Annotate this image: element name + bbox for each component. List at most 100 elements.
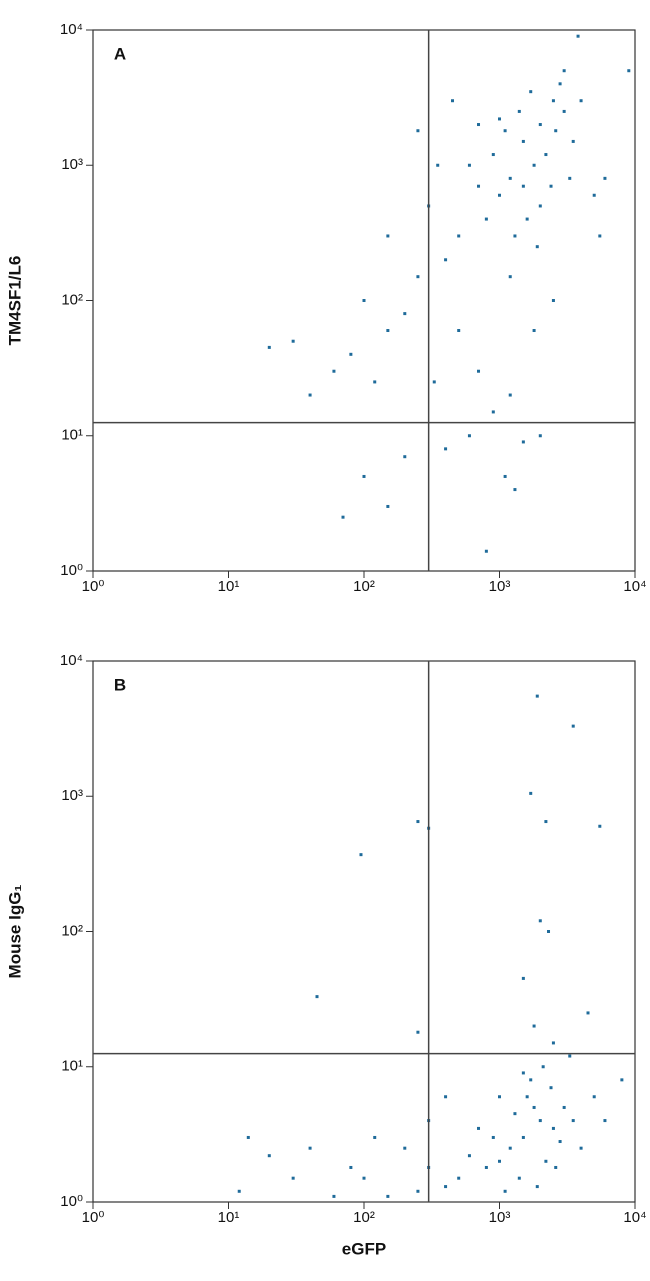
dot	[457, 329, 461, 333]
y-tick-label: 10²	[61, 922, 83, 939]
dot	[416, 129, 420, 133]
dot	[403, 1146, 407, 1150]
dot	[246, 1135, 250, 1139]
dot	[508, 393, 512, 397]
dot	[386, 1194, 390, 1198]
dot	[386, 504, 390, 508]
dot	[477, 1126, 481, 1130]
dot	[403, 312, 407, 316]
y-tick-label: 10⁴	[60, 652, 83, 669]
dot	[627, 69, 631, 73]
dot	[503, 129, 507, 133]
y-tick-label: 10⁰	[60, 562, 83, 579]
dot	[571, 1119, 575, 1123]
dot	[498, 117, 501, 121]
dot	[386, 329, 390, 333]
dot	[416, 275, 420, 279]
dot	[477, 369, 481, 373]
dot	[568, 176, 572, 180]
dot	[544, 820, 548, 824]
dot	[416, 1030, 420, 1034]
dot	[332, 369, 336, 373]
dot	[551, 299, 555, 302]
dot	[359, 853, 363, 857]
dot	[562, 1105, 566, 1109]
dot	[562, 109, 566, 113]
dot	[521, 139, 525, 143]
x-tick-label: 10³	[489, 1209, 511, 1226]
dot	[544, 1159, 548, 1163]
dot	[444, 1185, 448, 1189]
dot	[517, 109, 521, 113]
dot	[554, 129, 558, 133]
dot	[535, 1185, 539, 1189]
y-axis-label: Mouse IgG₁	[5, 885, 24, 979]
dot	[513, 1112, 517, 1116]
dot	[558, 82, 562, 86]
y-tick-label: 10⁰	[60, 1193, 83, 1210]
dot	[498, 1095, 501, 1099]
x-tick-label: 10¹	[218, 1209, 240, 1226]
dot	[457, 234, 461, 238]
dot	[535, 694, 539, 698]
dot	[416, 820, 420, 824]
dot	[554, 1165, 558, 1169]
dot	[603, 1119, 607, 1123]
dot	[362, 299, 366, 302]
dot	[508, 1146, 512, 1150]
x-tick-label: 10¹	[218, 578, 240, 595]
dot	[551, 1041, 555, 1045]
dot	[535, 245, 539, 249]
y-tick-label: 10³	[61, 787, 83, 804]
dot	[521, 184, 525, 188]
dot	[432, 380, 436, 384]
dot	[521, 440, 525, 444]
y-tick-label: 10¹	[61, 1058, 83, 1075]
dot	[598, 824, 602, 828]
y-axis-label: TM4SF1/L6	[5, 256, 24, 346]
dot	[436, 163, 440, 167]
dot	[551, 99, 555, 103]
dot	[341, 515, 345, 519]
dot	[576, 34, 580, 38]
dot	[315, 995, 319, 999]
dot	[308, 1146, 312, 1150]
dot	[529, 1078, 533, 1082]
dot	[538, 204, 542, 208]
dot	[477, 184, 481, 188]
dot	[267, 345, 271, 349]
dot	[508, 275, 512, 279]
dot	[291, 339, 295, 343]
dot	[532, 329, 536, 333]
dot	[513, 488, 517, 492]
dot	[491, 153, 495, 157]
dot	[386, 234, 390, 238]
x-tick-label: 10⁰	[82, 578, 105, 595]
dot	[484, 549, 488, 553]
x-tick-label: 10⁰	[82, 1209, 105, 1226]
dot	[525, 1095, 529, 1099]
dot	[538, 919, 542, 923]
dot	[451, 99, 455, 103]
dot	[498, 193, 501, 197]
dot	[349, 1165, 353, 1169]
dot	[444, 1095, 448, 1099]
dot	[267, 1154, 271, 1158]
dot	[503, 1189, 507, 1193]
dot	[521, 1135, 525, 1139]
dot	[603, 176, 607, 180]
dot	[362, 474, 366, 478]
dot	[538, 434, 542, 438]
y-tick-label: 10¹	[61, 427, 83, 444]
dot	[568, 1054, 572, 1058]
dot	[498, 1159, 501, 1163]
dot	[517, 1176, 521, 1180]
dot	[532, 163, 536, 167]
x-tick-label: 10²	[353, 578, 375, 595]
dot	[549, 184, 553, 188]
dot	[373, 1135, 377, 1139]
dot	[291, 1176, 295, 1180]
dot	[549, 1086, 553, 1090]
dot	[562, 69, 566, 73]
